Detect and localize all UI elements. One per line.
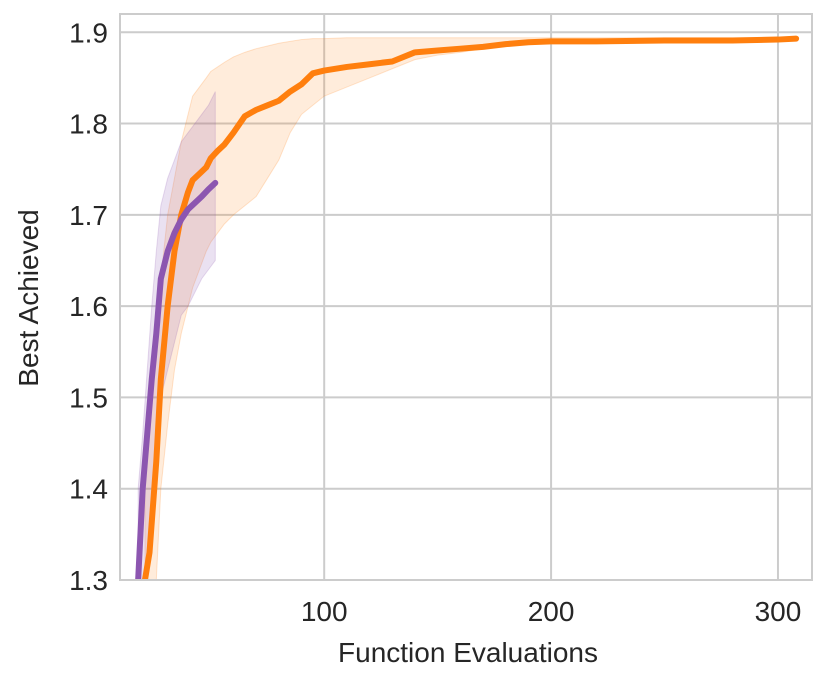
x-tick-label: 300 xyxy=(755,596,802,627)
gridlines xyxy=(120,14,812,581)
y-tick-label: 1.8 xyxy=(69,109,108,140)
x-tick-label: 100 xyxy=(301,596,348,627)
series-1-line xyxy=(135,179,219,580)
series-group xyxy=(135,35,800,580)
x-axis-label: Function Evaluations xyxy=(338,637,598,668)
y-tick-label: 1.6 xyxy=(69,291,108,322)
y-axis-label: Best Achieved xyxy=(13,209,44,386)
y-tick-label: 1.3 xyxy=(69,565,108,596)
y-tick-label: 1.4 xyxy=(69,474,108,505)
x-tick-label: 200 xyxy=(528,596,575,627)
y-tick-label: 1.5 xyxy=(69,382,108,413)
y-tick-label: 1.9 xyxy=(69,17,108,48)
plot-frame xyxy=(119,13,813,581)
plot-area xyxy=(119,13,813,581)
y-tick-label: 1.7 xyxy=(69,200,108,231)
x-axis: 100 200 300 xyxy=(301,596,801,627)
series-0-line xyxy=(141,35,800,580)
y-axis: 1.3 1.4 1.5 1.6 1.7 1.8 1.9 xyxy=(69,17,108,596)
